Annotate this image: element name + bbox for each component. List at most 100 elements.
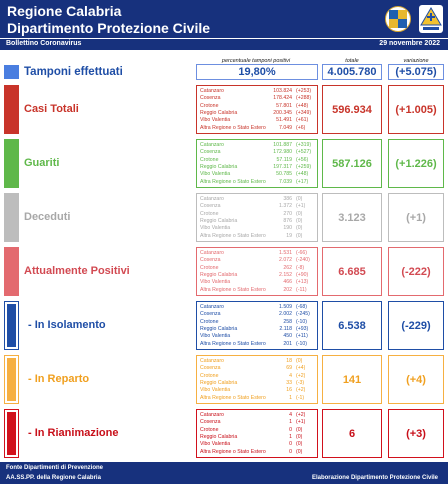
page-title: Regione Calabria xyxy=(7,3,122,19)
province-name: Crotone xyxy=(200,372,219,379)
province-delta: (0) xyxy=(296,196,303,202)
province-delta: (0) xyxy=(296,434,303,441)
casi-totali-swatch xyxy=(4,85,19,134)
province-row: Reggio Calabria 2.152 (+90) xyxy=(200,272,314,279)
province-name: Crotone xyxy=(200,264,219,271)
province-name: Altra Regione o Stato Estero xyxy=(200,178,266,185)
attualmente-positivi-detail-table: Catanzaro 1.531 (-66) Cosenza 2.072 (-240) Cro… xyxy=(196,247,318,296)
province-value: 4 xyxy=(289,412,292,418)
isolamento-detail-table: Catanzaro 1.509 (-68) Cosenza 2.002 (-245) Cro… xyxy=(196,301,318,350)
guariti-total: 587.126 xyxy=(322,139,382,188)
province-delta: (0) xyxy=(296,232,303,239)
province-name: Vibo Valentia xyxy=(200,441,231,448)
province-value: 1 xyxy=(289,434,292,441)
province-value: 2.072 xyxy=(279,257,292,264)
province-name: Reggio Calabria xyxy=(200,272,238,279)
province-delta: (+48) xyxy=(296,102,309,109)
province-name: Catanzaro xyxy=(200,250,224,256)
attualmente-positivi-label: Attualmente Positivi xyxy=(24,264,130,277)
casi-totali-label: Casi Totali xyxy=(24,102,79,115)
province-row: Crotone 57.119 (+56) xyxy=(200,157,314,164)
province-value: 7.039 xyxy=(279,178,292,185)
province-row: Vibo Valentia 51.491 (+61) xyxy=(200,117,314,124)
province-delta: (+2) xyxy=(296,372,306,379)
province-delta: (+1) xyxy=(296,203,306,210)
isolamento-variation: (-229) xyxy=(388,301,444,350)
deceduti-variation: (+1) xyxy=(388,193,444,242)
guariti-variation: (+1.226) xyxy=(388,139,444,188)
province-delta: (+61) xyxy=(296,117,309,124)
province-delta: (0) xyxy=(296,218,303,225)
province-delta: (-3) xyxy=(296,380,305,387)
tamponi-label: Tamponi effettuati xyxy=(24,66,123,78)
province-name: Cosenza xyxy=(200,365,221,372)
province-delta: (0) xyxy=(296,358,303,364)
province-row: Reggio Calabria 1 (0) xyxy=(200,434,314,441)
province-value: 450 xyxy=(283,333,292,340)
header-bar xyxy=(0,0,448,38)
province-name: Cosenza xyxy=(200,95,221,102)
province-delta: (0) xyxy=(296,225,303,232)
guariti-swatch xyxy=(4,139,19,188)
province-delta: (+349) xyxy=(296,110,312,117)
province-delta: (-68) xyxy=(296,304,307,310)
province-delta: (0) xyxy=(296,426,303,433)
province-name: Reggio Calabria xyxy=(200,110,238,117)
province-row: Catanzaro 18 (0) xyxy=(200,358,314,365)
province-delta: (+2) xyxy=(296,387,306,394)
province-row: Cosenza 2.072 (-240) xyxy=(200,257,314,264)
isolamento-total: 6.538 xyxy=(322,301,382,350)
province-row: Catanzaro 386 (0) xyxy=(200,196,314,203)
reparto-label: - In Reparto xyxy=(28,372,90,385)
reparto-detail-table: Catanzaro 18 (0) Cosenza 69 (+4) Crotone 4 (+2) R… xyxy=(196,355,318,404)
province-name: Crotone xyxy=(200,156,219,163)
province-delta: (-240) xyxy=(296,257,310,264)
province-row: Vibo Valentia 50.785 (+48) xyxy=(200,171,314,178)
province-row: Crotone 0 (0) xyxy=(200,427,314,434)
province-value: 2.002 xyxy=(279,311,292,318)
province-value: 57.119 xyxy=(276,156,292,163)
province-name: Catanzaro xyxy=(200,196,224,202)
province-row: Crotone 57.801 (+48) xyxy=(200,103,314,110)
province-value: 0 xyxy=(289,426,292,433)
province-row: Cosenza 2.002 (-245) xyxy=(200,311,314,318)
rianimazione-variation: (+3) xyxy=(388,409,444,458)
isolamento-label: - In Isolamento xyxy=(28,318,106,331)
province-value: 19 xyxy=(286,232,292,239)
province-row: Vibo Valentia 450 (+11) xyxy=(200,333,314,340)
reparto-variation: (+4) xyxy=(388,355,444,404)
province-value: 101.887 xyxy=(273,142,292,148)
province-value: 270 xyxy=(283,210,292,217)
province-name: Vibo Valentia xyxy=(200,387,231,394)
province-name: Vibo Valentia xyxy=(200,117,231,124)
guariti-detail-table: Catanzaro 101.887 (+319) Cosenza 172.980 (+52… xyxy=(196,139,318,188)
province-value: 103.824 xyxy=(273,88,292,94)
province-row: Reggio Calabria 33 (-3) xyxy=(200,380,314,387)
province-row: Reggio Calabria 200.345 (+349) xyxy=(200,110,314,117)
province-value: 50.785 xyxy=(276,171,292,178)
province-value: 51.491 xyxy=(276,117,292,124)
province-delta: (+6) xyxy=(296,124,306,131)
province-value: 200.345 xyxy=(273,110,292,117)
rianimazione-total: 6 xyxy=(322,409,382,458)
province-value: 2.152 xyxy=(279,272,292,279)
province-value: 0 xyxy=(289,448,292,455)
province-name: Vibo Valentia xyxy=(200,279,231,286)
province-name: Catanzaro xyxy=(200,88,224,94)
province-name: Reggio Calabria xyxy=(200,164,238,171)
regional-coat-of-arms-icon xyxy=(385,6,411,32)
province-delta: (+4) xyxy=(296,365,306,372)
province-delta: (+93) xyxy=(296,326,309,333)
credit-line: Elaborazione Dipartimento Protezione Civ… xyxy=(311,475,438,481)
province-value: 258 xyxy=(283,318,292,325)
casi-totali-total: 596.934 xyxy=(322,85,382,134)
bulletin-label: Bollettino Coronavirus xyxy=(6,40,82,47)
tamponi-swatch xyxy=(4,65,19,79)
province-name: Altra Regione o Stato Estero xyxy=(200,286,266,293)
province-row: Altra Regione o Stato Estero 202 (-11) xyxy=(200,287,314,294)
province-delta: (+13) xyxy=(296,279,309,286)
province-delta: (+90) xyxy=(296,272,309,279)
province-name: Catanzaro xyxy=(200,358,224,364)
province-name: Reggio Calabria xyxy=(200,326,238,333)
rianimazione-label: - In Rianimazione xyxy=(28,426,119,439)
